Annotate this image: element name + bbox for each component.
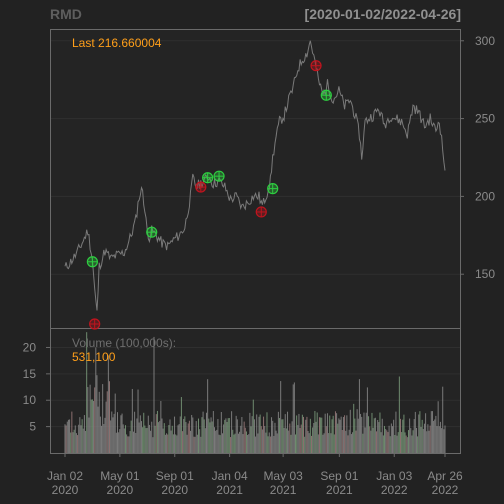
date-range-title: [2020-01-02/2022-04-26] [305, 6, 461, 22]
buy-marker [202, 172, 214, 184]
buy-marker [146, 226, 158, 238]
price-tick-label: 250 [475, 112, 495, 126]
date-tick-year: 2020 [52, 483, 79, 497]
date-tick-label: May 03 [263, 469, 303, 483]
volume-tick-label: 15 [23, 367, 37, 381]
sell-marker [195, 181, 207, 193]
trade-markers [86, 60, 332, 330]
date-tick-label: Sep 01 [156, 469, 194, 483]
price-panel [50, 29, 461, 329]
price-tick-label: 200 [475, 189, 495, 203]
date-tick-year: 2021 [270, 483, 297, 497]
date-tick-label: Jan 03 [376, 469, 412, 483]
date-tick-label: May 01 [100, 469, 140, 483]
buy-marker [267, 183, 279, 195]
volume-tick-label: 20 [23, 340, 37, 354]
volume-title: Volume (100,000s): [72, 336, 176, 350]
date-tick-label: Jan 04 [212, 469, 248, 483]
buy-marker [86, 256, 98, 268]
volume-bars [64, 332, 446, 453]
volume-last-value: 531,100 [72, 350, 116, 364]
sell-marker [310, 60, 322, 72]
last-price-label: Last 216.660004 [72, 36, 162, 50]
date-tick-label: Jan 02 [47, 469, 83, 483]
date-tick-year: 2022 [381, 483, 408, 497]
date-tick-label: Sep 01 [320, 469, 358, 483]
date-tick-year: 2021 [326, 483, 353, 497]
date-tick-year: 2020 [107, 483, 134, 497]
volume-tick-label: 5 [29, 420, 36, 434]
sell-marker [89, 318, 101, 330]
sell-marker [255, 206, 267, 218]
price-tick-label: 300 [475, 34, 495, 48]
date-tick-label: Apr 26 [427, 469, 463, 483]
price-series-line [64, 40, 446, 311]
date-tick-year: 2020 [161, 483, 188, 497]
price-tick-label: 150 [475, 267, 495, 281]
price-axis: 150 200 250 300 [460, 34, 495, 281]
date-tick-year: 2021 [216, 483, 243, 497]
volume-axis: 5 10 15 20 [23, 340, 50, 434]
volume-tick-label: 10 [23, 393, 37, 407]
buy-marker [213, 170, 225, 182]
price-grid [51, 40, 460, 275]
ticker-title: RMD [50, 6, 82, 22]
date-tick-year: 2022 [432, 483, 459, 497]
buy-marker [320, 89, 332, 101]
